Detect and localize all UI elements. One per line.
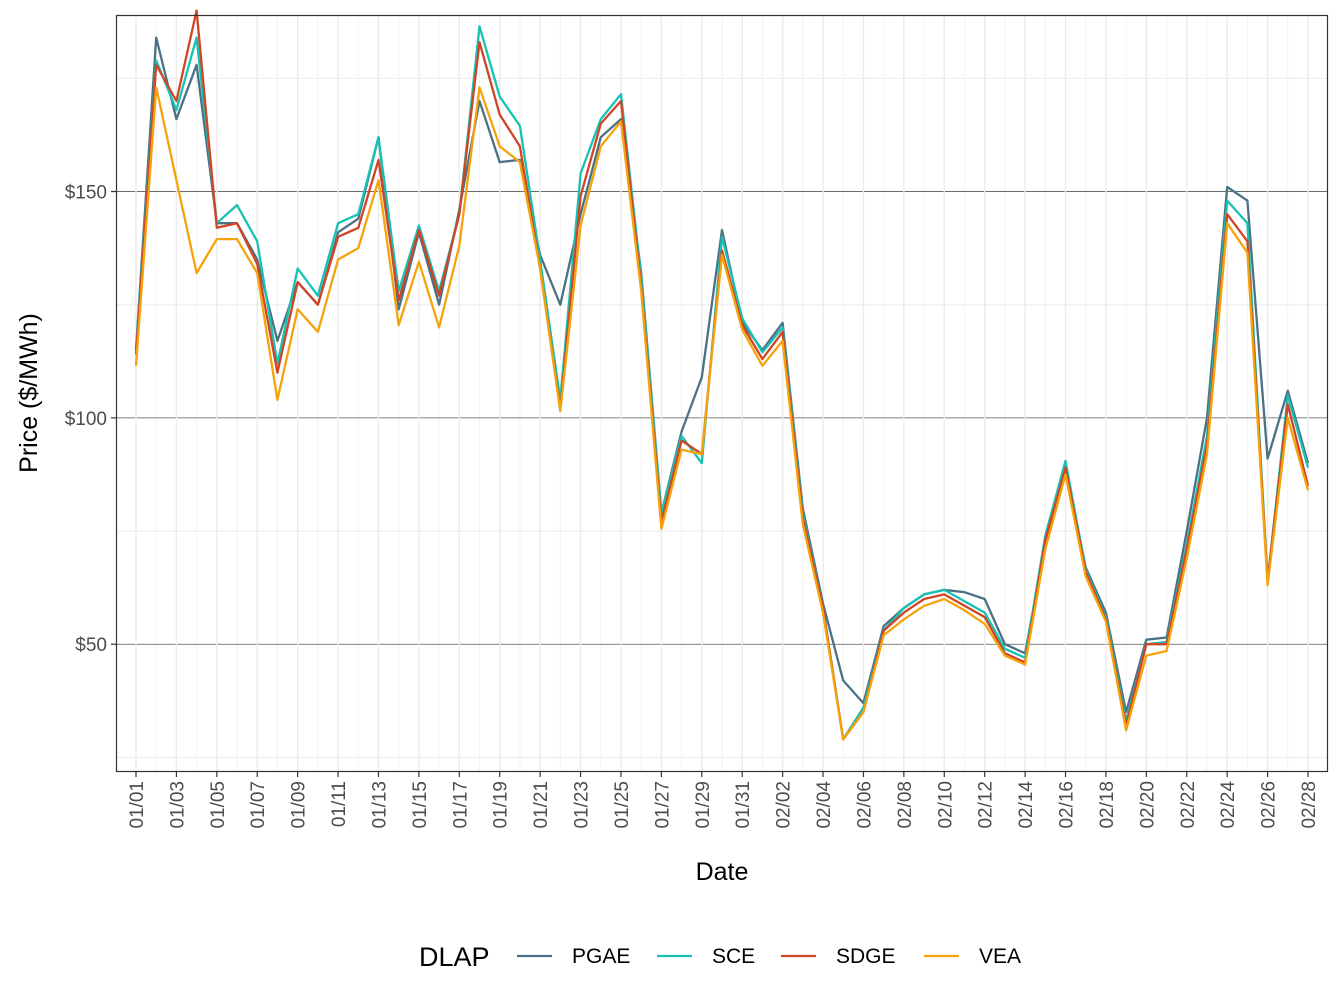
x-tick-label: 02/08	[895, 781, 916, 829]
x-tick-label: 02/02	[774, 781, 795, 829]
x-tick-label: 01/27	[652, 781, 673, 829]
x-tick-label: 02/24	[1218, 781, 1239, 829]
series-line-vea	[134, 86, 1310, 741]
x-tick-label: 02/20	[1137, 781, 1158, 829]
x-tick-label: 02/18	[1097, 781, 1118, 829]
major-gridlines-x	[135, 15, 1309, 771]
y-tick-label: $150	[65, 183, 107, 204]
x-tick-label: 01/25	[612, 781, 633, 829]
x-tick-label: 01/03	[167, 781, 188, 829]
legend: DLAP PGAE SCE SDGE VEA	[419, 942, 1021, 972]
y-axis: $50 $100 $150	[65, 183, 117, 656]
x-tick-label: 01/11	[329, 781, 350, 827]
x-tick-label: 01/17	[450, 781, 471, 829]
x-tick-label: 01/07	[248, 781, 269, 829]
legend-label-sdge: SDGE	[836, 945, 896, 968]
x-tick-label: 01/13	[369, 781, 390, 829]
x-tick-label: 02/06	[854, 781, 875, 829]
x-tick-label: 01/01	[127, 781, 148, 829]
y-tick-label: $100	[65, 409, 107, 430]
x-tick-label: 02/16	[1057, 781, 1078, 829]
x-tick-label: 02/10	[935, 781, 956, 829]
x-tick-label: 02/14	[1016, 781, 1037, 829]
x-tick-label: 02/04	[814, 781, 835, 829]
x-tick-label: 02/12	[976, 781, 997, 829]
x-tick-label: 01/29	[693, 781, 714, 829]
minor-gridlines-x	[155, 15, 1289, 771]
major-gridlines-y	[117, 191, 1327, 645]
x-tick-label: 01/15	[410, 781, 431, 829]
y-tick-label: $50	[75, 635, 107, 656]
plot-panel-border	[115, 14, 1329, 773]
x-tick-label: 01/31	[733, 781, 754, 829]
x-tick-label: 02/26	[1259, 781, 1280, 829]
x-tick-label: 01/21	[531, 781, 552, 829]
x-axis: 01/01 01/03 01/05 01/07 01/09 01/11 01/13 01/15…	[127, 771, 1320, 829]
legend-title: DLAP	[419, 942, 490, 972]
x-tick-label: 01/05	[208, 781, 229, 829]
x-tick-label: 01/19	[491, 781, 512, 829]
x-tick-label: 02/22	[1178, 781, 1199, 829]
x-tick-label: 01/23	[572, 781, 593, 829]
legend-label-pgae: PGAE	[572, 945, 630, 968]
y-axis-title: Price ($/MWh)	[15, 313, 43, 473]
x-axis-title: Date	[696, 858, 749, 886]
legend-label-vea: VEA	[979, 945, 1021, 968]
series-lines	[134, 9, 1310, 741]
x-tick-label: 02/28	[1299, 781, 1320, 829]
x-tick-label: 01/09	[289, 781, 310, 829]
legend-label-sce: SCE	[712, 945, 755, 968]
